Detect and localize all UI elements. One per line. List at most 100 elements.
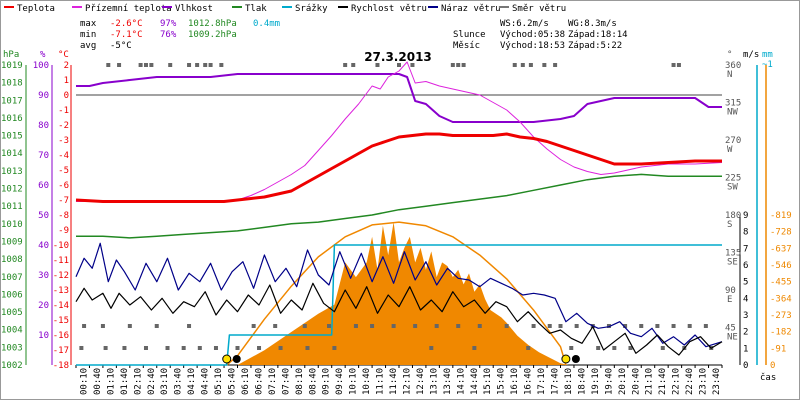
direction-tick-label: 45 [725, 324, 736, 334]
time-tick-label: 04:40 [201, 368, 211, 395]
wind-direction-point [623, 324, 628, 328]
sunrise-marker [222, 354, 232, 364]
wind-direction-point [504, 324, 509, 328]
stats-wind-gust: WG:8.3m/s [568, 19, 617, 29]
stats-moonrise: Východ:18:53 [500, 41, 565, 51]
temperature-tick-label: -9 [58, 226, 69, 236]
wind-direction-point [558, 324, 563, 328]
stats-sun-label: Slunce [453, 30, 486, 40]
pressure-tick-label: 1015 [1, 132, 23, 142]
wind-direction-point [154, 324, 159, 328]
pressure-line [76, 173, 722, 239]
wind-direction-point [703, 324, 708, 328]
stats-moonset: Západ:5:22 [568, 41, 622, 51]
wind-direction-point [138, 63, 143, 67]
wind-direction-point [542, 63, 547, 67]
wind-direction-point [327, 324, 332, 328]
stats-block: max -2.6°C 97% 1012.8hPa 0.4mm min -7.1°… [80, 19, 628, 51]
stats-min-label: min [80, 30, 96, 40]
time-tick-label: 21:10 [645, 368, 655, 395]
wind-direction-point [103, 346, 108, 350]
wind-direction-point [168, 63, 173, 67]
wind-direction-point [413, 324, 418, 328]
wind-tick-label: 1 [743, 344, 748, 354]
direction-tick-compass: NW [727, 108, 738, 118]
wind-direction-point [79, 346, 84, 350]
direction-tick-compass: E [727, 295, 732, 305]
wind-direction-point [434, 324, 439, 328]
time-tick-label: 11:10 [376, 368, 386, 395]
temperature-tick-label: -6 [58, 181, 69, 191]
rain-line [76, 244, 722, 366]
stats-press-max: 1012.8hPa [188, 19, 237, 29]
wind-direction-point [574, 324, 579, 328]
time-tick-label: 23:10 [699, 368, 709, 395]
time-tick-label: 16:10 [510, 368, 520, 395]
wind-direction-point [472, 346, 477, 350]
temperature-tick-label: -14 [53, 301, 69, 311]
wind-direction-point [528, 63, 533, 67]
pressure-tick-label: 1012 [1, 185, 23, 195]
time-tick-label: 11:40 [389, 368, 399, 395]
time-tick-label: 05:40 [228, 368, 238, 395]
direction-tick-compass: S [727, 220, 732, 230]
temperature-tick-label: -7 [58, 196, 69, 206]
time-tick-label: 02:10 [133, 368, 143, 395]
pressure-tick-label: 1003 [1, 343, 23, 353]
wind-direction-point [370, 324, 375, 328]
temperature-tick-label: -11 [53, 256, 69, 266]
time-tick-label: 00:40 [93, 368, 103, 395]
wind-direction-point [477, 324, 482, 328]
wind-direction-point [429, 346, 434, 350]
wind-direction-point [122, 346, 127, 350]
temperature-tick-label: -18 [53, 361, 69, 371]
pressure-tick-label: 1009 [1, 237, 23, 247]
wind-direction-point [391, 324, 396, 328]
temperature-tick-label: -4 [58, 151, 69, 161]
time-tick-label: 23:40 [712, 368, 722, 395]
pressure-tick-label: 1017 [1, 96, 23, 106]
pressure-tick-label: 1014 [1, 149, 23, 159]
wind-direction-point [197, 346, 202, 350]
axis-unit-hpa: hPa [3, 50, 19, 60]
wind-direction-point [655, 324, 660, 328]
wind-direction-point [187, 63, 192, 67]
wind-gust-line [75, 242, 723, 348]
solar-tick-label: -273 [770, 311, 792, 321]
time-tick-label: 04:10 [187, 368, 197, 395]
stats-max-label: max [80, 19, 97, 29]
time-tick-label: 18:10 [564, 368, 574, 395]
time-tick-label: 14:10 [456, 368, 466, 395]
solar-tick-label: -91 [770, 344, 786, 354]
pressure-tick-label: 1008 [1, 255, 23, 265]
wind-direction-point [219, 63, 224, 67]
wind-direction-point [82, 324, 87, 328]
time-tick-label: 22:10 [672, 368, 682, 395]
legend-entry: Náraz větru [441, 4, 501, 14]
time-tick-label: 13:10 [429, 368, 439, 395]
time-tick-label: 09:10 [322, 368, 332, 395]
time-tick-label: 20:40 [631, 368, 641, 395]
pressure-tick-label: 1007 [1, 273, 23, 283]
humidity-tick-label: 70 [38, 151, 49, 161]
time-tick-label: 17:10 [537, 368, 547, 395]
time-tick-label: 02:40 [147, 368, 157, 395]
time-tick-label: 10:10 [349, 368, 359, 395]
wind-direction-point [569, 346, 574, 350]
axis-unit-pct: % [40, 50, 46, 60]
wind-direction-point [117, 63, 122, 67]
wind-direction-point [531, 324, 536, 328]
humidity-tick-label: 80 [38, 121, 49, 131]
wind-direction-point [520, 63, 525, 67]
wind-direction-point [149, 63, 154, 67]
wind-direction-point [235, 346, 240, 350]
wind-direction-point [332, 346, 337, 350]
wind-tick-label: 9 [743, 211, 748, 221]
axis-solar-top: ~1 [762, 60, 773, 70]
time-tick-label: 22:40 [685, 368, 695, 395]
wind-direction-point [612, 346, 617, 350]
time-tick-label: 15:10 [483, 368, 493, 395]
pressure-tick-label: 1019 [1, 61, 23, 71]
wind-direction-point [450, 63, 455, 67]
